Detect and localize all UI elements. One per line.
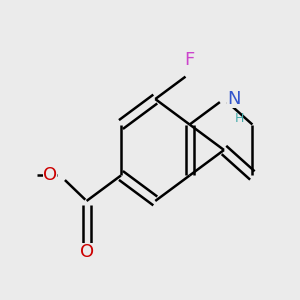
Text: O: O bbox=[43, 167, 57, 184]
Text: H: H bbox=[235, 112, 244, 125]
Text: O: O bbox=[80, 243, 94, 261]
Text: N: N bbox=[227, 90, 241, 108]
Text: F: F bbox=[184, 51, 195, 69]
